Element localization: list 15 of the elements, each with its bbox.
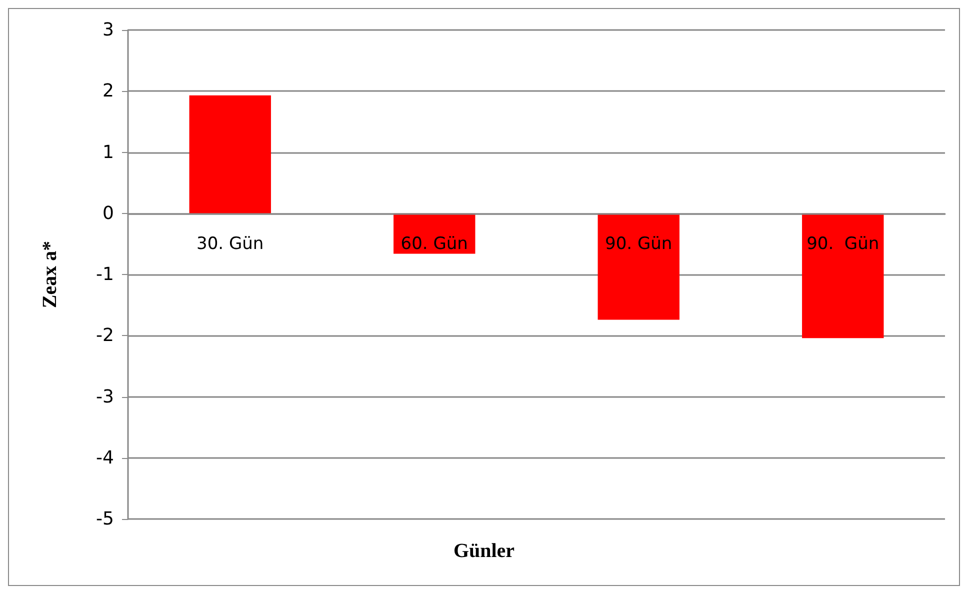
y-tick-label: -3 <box>96 386 114 408</box>
x-tick-label: 90. Gün <box>605 234 672 254</box>
x-tick-label: 30. Gün <box>196 234 264 254</box>
y-tick-label: -4 <box>96 447 114 468</box>
x-tick-label: 90. Gün <box>806 234 880 254</box>
x-tick-label: 60. Gün <box>400 234 468 254</box>
y-tick-label: -5 <box>96 508 114 530</box>
y-tick-label: 2 <box>102 80 114 102</box>
y-tick-label: 0 <box>102 202 114 224</box>
y-tick-label: -1 <box>96 264 114 285</box>
y-tick-label: 3 <box>102 20 114 40</box>
y-tick-label: 1 <box>102 142 114 163</box>
y-tick-label: -2 <box>96 325 114 346</box>
y-axis-title: Zeax a* <box>39 240 61 308</box>
x-axis-title: Günler <box>453 540 515 562</box>
